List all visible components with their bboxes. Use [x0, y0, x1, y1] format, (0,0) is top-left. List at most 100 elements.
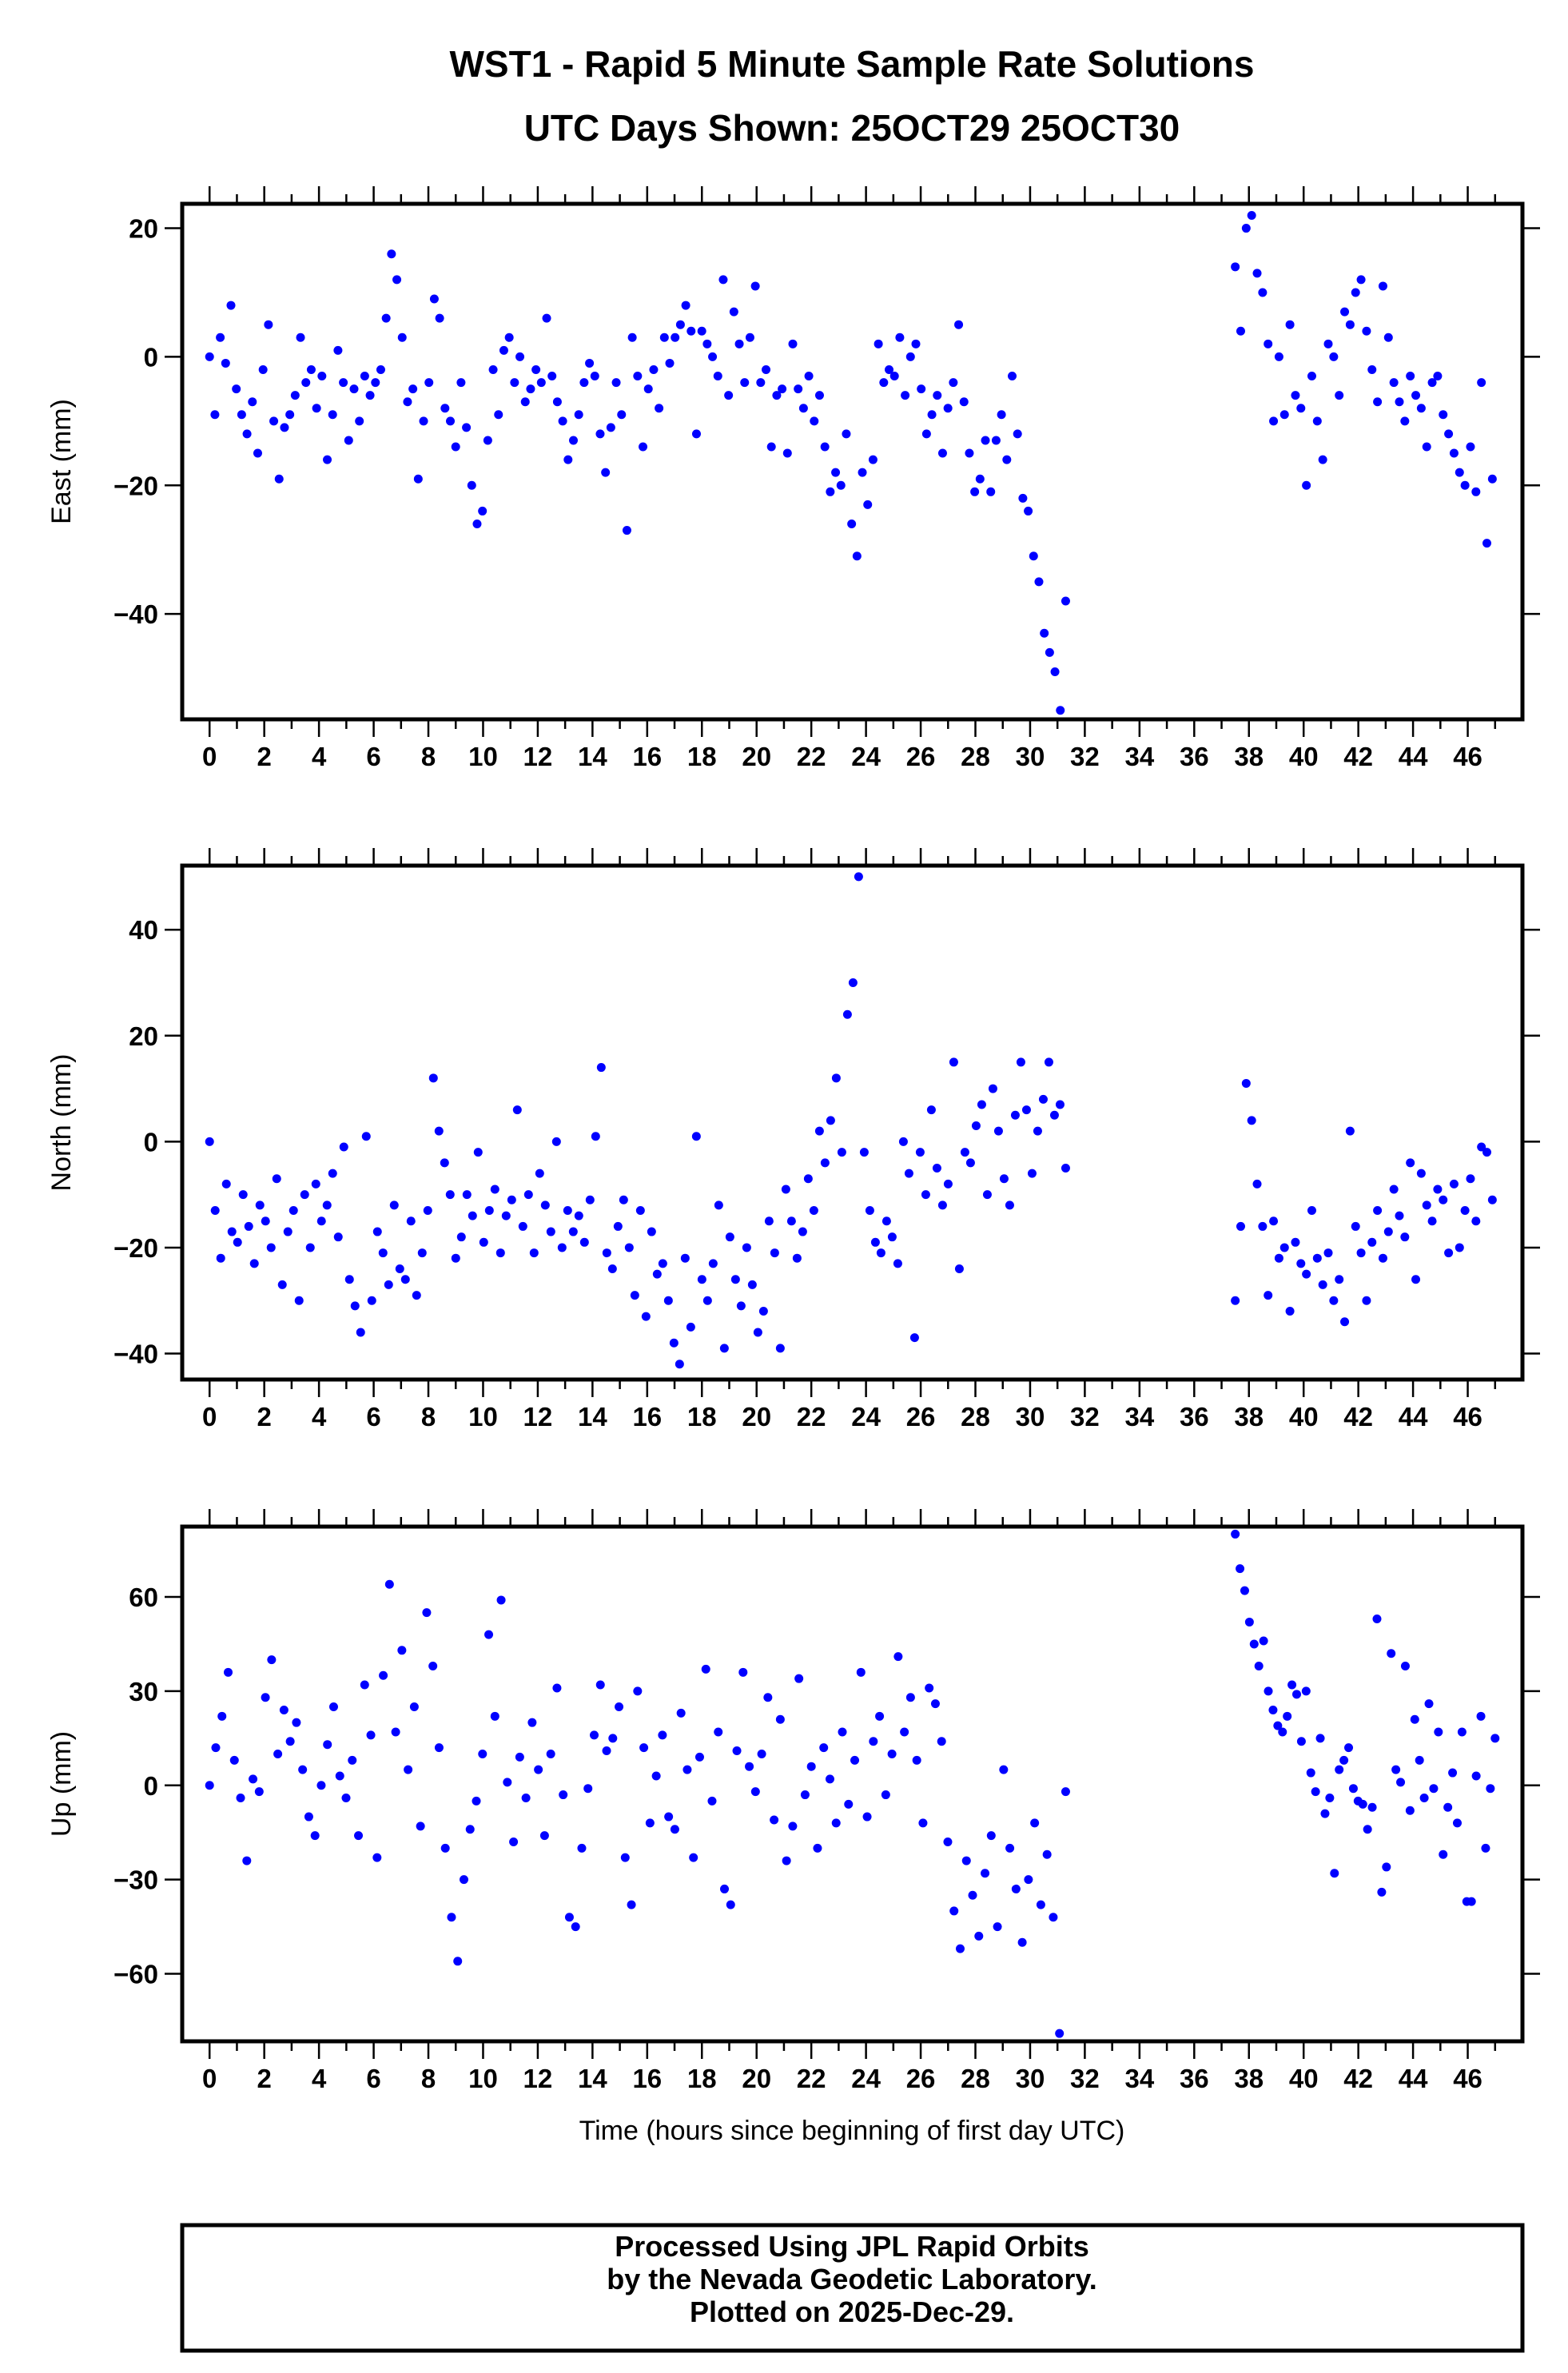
- data-point: [590, 372, 599, 381]
- data-point: [882, 1216, 891, 1226]
- data-point: [930, 1699, 940, 1709]
- data-point: [1466, 1174, 1475, 1184]
- data-point: [494, 410, 503, 420]
- x-tick-label: 24: [851, 742, 881, 771]
- data-point: [1291, 1690, 1301, 1699]
- data-point: [1482, 1148, 1492, 1157]
- x-tick-label: 4: [312, 742, 327, 771]
- data-point: [350, 1301, 360, 1311]
- data-point: [927, 410, 937, 420]
- data-point: [1367, 1237, 1377, 1247]
- data-point: [788, 339, 798, 348]
- data-point: [647, 1227, 656, 1236]
- data-point: [865, 1206, 874, 1216]
- x-tick-label: 40: [1289, 742, 1319, 771]
- data-point: [1307, 1206, 1316, 1216]
- data-point: [574, 1211, 583, 1220]
- data-point: [440, 1158, 449, 1168]
- data-point: [339, 1142, 348, 1152]
- data-point: [547, 372, 557, 381]
- data-point: [753, 1328, 762, 1337]
- data-point: [617, 410, 627, 420]
- data-point: [937, 448, 947, 458]
- data-point: [456, 1232, 466, 1242]
- x-tick-label: 30: [1016, 742, 1045, 771]
- x-tick-label: 30: [1016, 1402, 1045, 1431]
- x-tick-label: 18: [687, 2064, 717, 2093]
- data-point: [814, 391, 824, 400]
- x-tick-label: 24: [851, 1402, 881, 1431]
- data-point: [521, 1793, 531, 1802]
- data-point: [384, 1280, 393, 1289]
- data-point: [526, 384, 535, 394]
- data-point: [1367, 1802, 1377, 1812]
- data-point: [844, 1799, 854, 1809]
- data-point: [965, 448, 974, 458]
- data-point: [1345, 1126, 1355, 1136]
- data-point: [813, 1843, 822, 1853]
- data-point: [651, 1771, 661, 1781]
- data-point: [1419, 1793, 1429, 1802]
- data-point: [568, 436, 578, 445]
- data-point: [333, 345, 343, 355]
- data-point: [993, 1126, 1003, 1136]
- data-point: [982, 1190, 992, 1200]
- data-point: [1244, 1617, 1254, 1626]
- data-point: [905, 352, 915, 361]
- data-point: [1395, 1211, 1404, 1220]
- data-point: [267, 1655, 277, 1665]
- data-point: [707, 1796, 717, 1806]
- x-tick-label: 0: [202, 742, 217, 771]
- data-point: [842, 1009, 852, 1019]
- data-point: [1433, 1185, 1443, 1194]
- data-point: [1236, 1564, 1245, 1574]
- data-point: [697, 1275, 706, 1284]
- data-point: [708, 1259, 718, 1268]
- x-tick-label: 2: [257, 1402, 271, 1431]
- data-point: [1273, 1721, 1283, 1730]
- data-point: [422, 1608, 432, 1618]
- data-point: [1486, 1784, 1495, 1794]
- data-point: [1444, 429, 1454, 439]
- data-point: [434, 1126, 444, 1136]
- data-point: [968, 1890, 977, 1900]
- x-tick-label: 6: [366, 1402, 380, 1431]
- data-point: [595, 429, 605, 439]
- x-tick-label: 18: [687, 1402, 717, 1431]
- y-tick-label: 0: [144, 1771, 158, 1801]
- data-point: [1377, 1887, 1387, 1897]
- data-point: [842, 429, 851, 439]
- data-point: [551, 1137, 561, 1146]
- data-point: [915, 1148, 925, 1157]
- x-tick-label: 42: [1343, 1402, 1373, 1431]
- data-point: [766, 442, 776, 452]
- data-point: [296, 332, 305, 342]
- x-tick-label: 38: [1234, 2064, 1264, 2093]
- data-point: [490, 1185, 499, 1194]
- data-point: [1312, 1253, 1322, 1263]
- data-point: [1038, 1094, 1048, 1104]
- data-point: [955, 1944, 965, 1953]
- data-point: [1448, 1768, 1458, 1778]
- data-point: [804, 372, 814, 381]
- data-point: [1296, 404, 1306, 413]
- data-point: [954, 320, 964, 329]
- data-point: [798, 404, 808, 413]
- data-point: [472, 1796, 481, 1806]
- data-point: [1318, 1280, 1327, 1289]
- data-point: [960, 1148, 969, 1157]
- data-point: [233, 1237, 242, 1247]
- data-point: [814, 1126, 824, 1136]
- data-point: [409, 1702, 419, 1712]
- data-point: [838, 1727, 847, 1737]
- data-point: [397, 1646, 407, 1655]
- data-point: [323, 1740, 332, 1750]
- data-point: [1258, 288, 1268, 297]
- x-tick-label: 10: [468, 742, 498, 771]
- data-point: [523, 1190, 533, 1200]
- data-point: [404, 1765, 413, 1774]
- data-point: [435, 313, 444, 323]
- data-point: [770, 1248, 779, 1258]
- data-point: [451, 1253, 460, 1263]
